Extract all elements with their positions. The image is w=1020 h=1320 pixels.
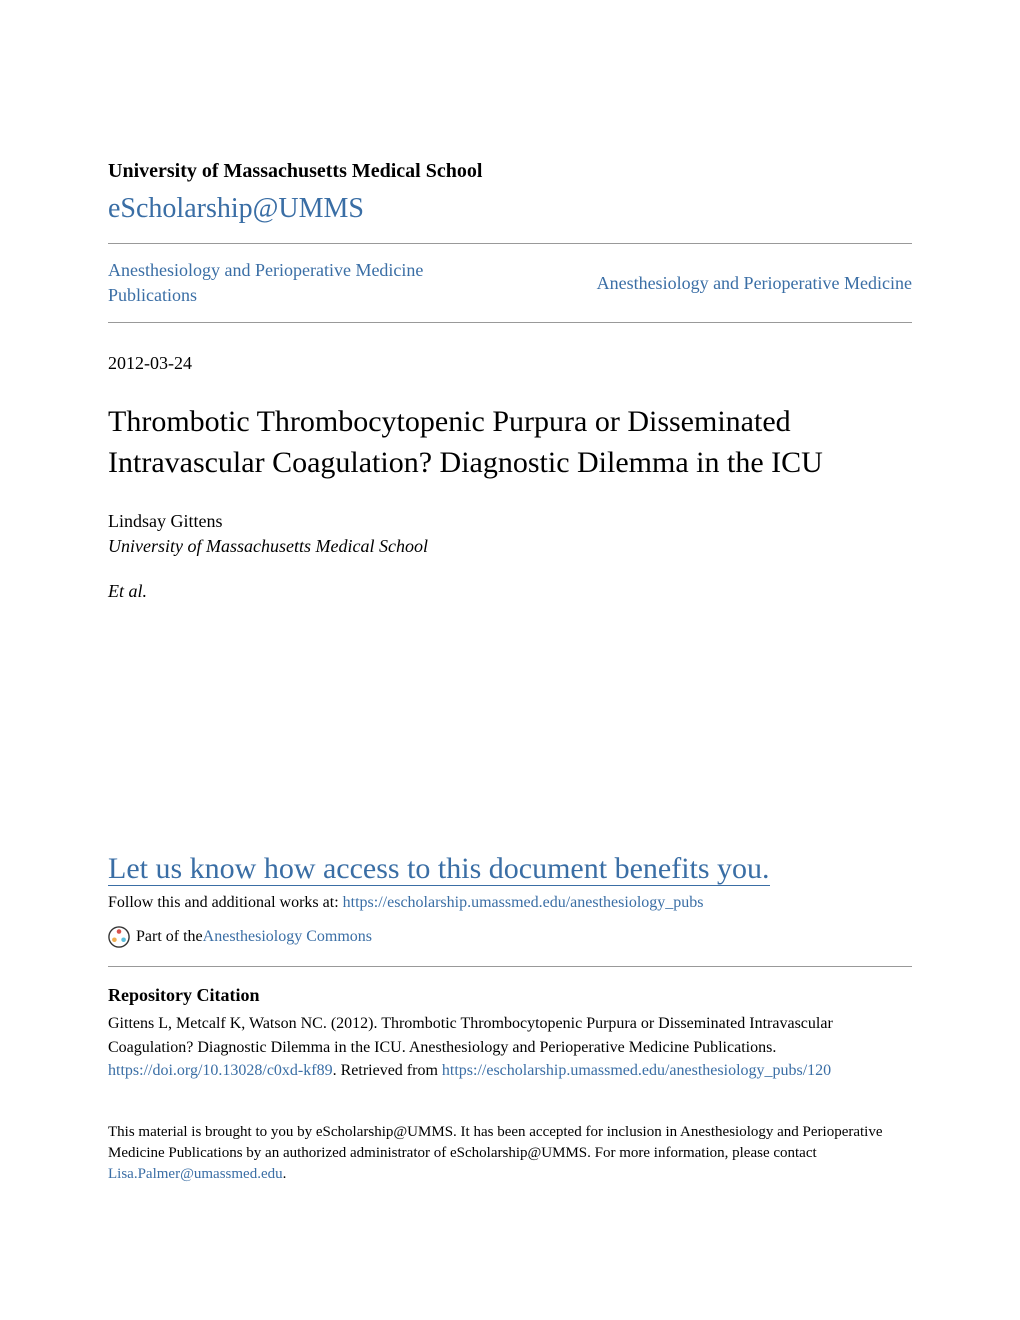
citation-body: Gittens L, Metcalf K, Watson NC. (2012).… <box>108 1015 833 1055</box>
citation-heading: Repository Citation <box>108 985 912 1006</box>
institution-name: University of Massachusetts Medical Scho… <box>108 160 912 183</box>
publication-date: 2012-03-24 <box>108 353 912 374</box>
author-affiliation: University of Massachusetts Medical Scho… <box>108 536 912 557</box>
part-of-label: Part of the <box>136 928 203 946</box>
part-of: Part of the Anesthesiology Commons <box>108 926 912 948</box>
citation-text: Gittens L, Metcalf K, Watson NC. (2012).… <box>108 1012 912 1082</box>
nav-right: Anesthesiology and Perioperative Medicin… <box>597 273 912 294</box>
et-al: Et al. <box>108 581 912 602</box>
document-title: Thrombotic Thrombocytopenic Purpura or D… <box>108 402 912 483</box>
follow-label: Follow this and additional works at: <box>108 894 343 911</box>
benefits-heading: Let us know how access to this document … <box>108 852 912 886</box>
contact-email-link[interactable]: Lisa.Palmer@umassmed.edu <box>108 1166 283 1182</box>
benefits-link[interactable]: Let us know how access to this document … <box>108 852 770 886</box>
nav-left-link[interactable]: Anesthesiology and Perioperative Medicin… <box>108 260 423 305</box>
repository-link[interactable]: eScholarship@UMMS <box>108 193 364 224</box>
follow-text: Follow this and additional works at: htt… <box>108 894 912 912</box>
nav-left: Anesthesiology and Perioperative Medicin… <box>108 258 488 308</box>
repository-name: eScholarship@UMMS <box>108 193 912 225</box>
doi-link[interactable]: https://doi.org/10.13028/c0xd-kf89 <box>108 1062 333 1079</box>
nav-links: Anesthesiology and Perioperative Medicin… <box>108 244 912 322</box>
divider-citation <box>108 966 912 967</box>
citation-mid: . Retrieved from <box>333 1062 442 1079</box>
retrieved-url-link[interactable]: https://escholarship.umassmed.edu/anesth… <box>442 1062 831 1079</box>
commons-network-icon <box>108 926 130 948</box>
footer-after: . <box>283 1166 287 1182</box>
footer-text: This material is brought to you by eScho… <box>108 1122 912 1185</box>
footer-body: This material is brought to you by eScho… <box>108 1124 883 1161</box>
nav-right-link[interactable]: Anesthesiology and Perioperative Medicin… <box>597 273 912 293</box>
author-name: Lindsay Gittens <box>108 511 912 532</box>
commons-link[interactable]: Anesthesiology Commons <box>203 928 372 946</box>
divider-nav <box>108 322 912 323</box>
follow-url-link[interactable]: https://escholarship.umassmed.edu/anesth… <box>343 894 704 911</box>
